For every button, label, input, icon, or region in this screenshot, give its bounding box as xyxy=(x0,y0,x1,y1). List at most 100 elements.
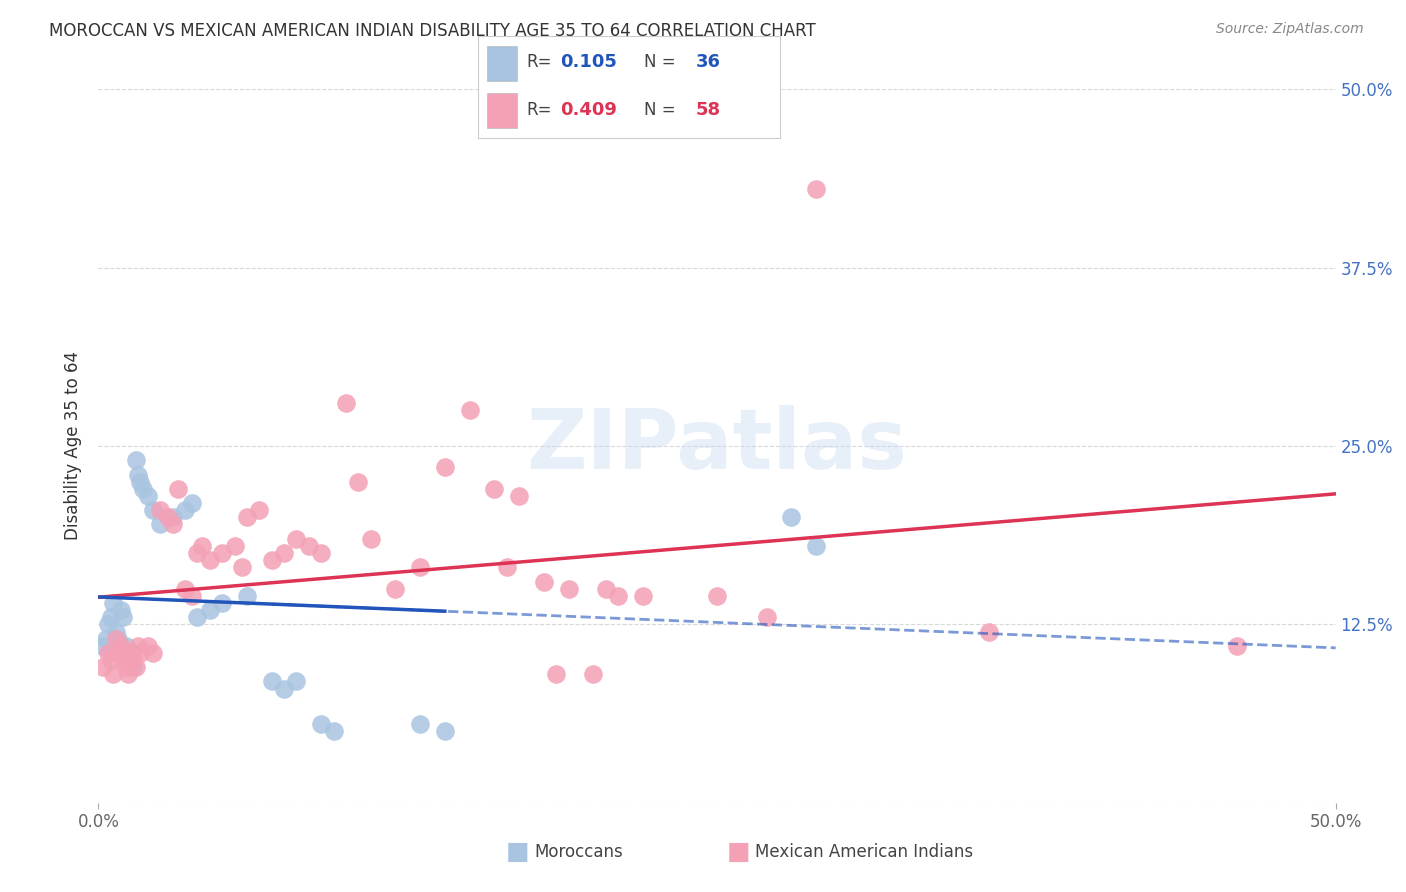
Text: R=: R= xyxy=(526,101,553,119)
Text: N =: N = xyxy=(644,54,676,71)
Point xyxy=(104,632,127,646)
Point xyxy=(247,503,270,517)
Text: Mexican American Indians: Mexican American Indians xyxy=(755,843,973,861)
Point xyxy=(149,517,172,532)
Point xyxy=(231,560,253,574)
Point xyxy=(533,574,555,589)
Point xyxy=(409,560,432,574)
Point xyxy=(755,610,778,624)
Point xyxy=(433,460,456,475)
Point xyxy=(112,653,135,667)
Point xyxy=(631,589,654,603)
Point xyxy=(384,582,406,596)
Point xyxy=(114,660,136,674)
Point xyxy=(595,582,617,596)
Point xyxy=(93,660,115,674)
Text: MOROCCAN VS MEXICAN AMERICAN INDIAN DISABILITY AGE 35 TO 64 CORRELATION CHART: MOROCCAN VS MEXICAN AMERICAN INDIAN DISA… xyxy=(49,22,815,40)
Point xyxy=(309,546,332,560)
Text: ZIPatlas: ZIPatlas xyxy=(527,406,907,486)
Point xyxy=(132,482,155,496)
Point xyxy=(114,639,136,653)
Point xyxy=(607,589,630,603)
Point xyxy=(107,632,129,646)
Point xyxy=(97,646,120,660)
Point xyxy=(546,667,568,681)
Point xyxy=(285,674,308,689)
Point xyxy=(186,610,208,624)
Point xyxy=(309,717,332,731)
Point xyxy=(162,510,184,524)
Point xyxy=(162,517,184,532)
Point xyxy=(107,646,129,660)
Text: 36: 36 xyxy=(696,54,721,71)
Point xyxy=(260,553,283,567)
Text: 0.409: 0.409 xyxy=(560,101,617,119)
Point xyxy=(93,639,115,653)
Text: N =: N = xyxy=(644,101,676,119)
Y-axis label: Disability Age 35 to 64: Disability Age 35 to 64 xyxy=(65,351,83,541)
Point xyxy=(117,667,139,681)
Bar xyxy=(486,93,517,128)
Point xyxy=(236,510,259,524)
Text: 0.105: 0.105 xyxy=(560,54,617,71)
Point xyxy=(120,646,142,660)
Text: 58: 58 xyxy=(696,101,721,119)
Point xyxy=(273,546,295,560)
Point xyxy=(117,653,139,667)
Point xyxy=(127,639,149,653)
Point xyxy=(495,560,517,574)
Point xyxy=(127,467,149,482)
Point xyxy=(804,182,827,196)
Point xyxy=(236,589,259,603)
Point xyxy=(198,603,221,617)
Point xyxy=(979,624,1001,639)
Point xyxy=(181,496,204,510)
Text: Source: ZipAtlas.com: Source: ZipAtlas.com xyxy=(1216,22,1364,37)
Point xyxy=(211,596,233,610)
Point xyxy=(181,589,204,603)
Point xyxy=(458,403,481,417)
Point xyxy=(136,639,159,653)
Point xyxy=(104,624,127,639)
Point xyxy=(156,510,179,524)
Point xyxy=(124,660,146,674)
Point xyxy=(149,503,172,517)
Point xyxy=(211,546,233,560)
Point xyxy=(120,646,142,660)
Point xyxy=(100,653,122,667)
Point xyxy=(335,396,357,410)
Point xyxy=(706,589,728,603)
Text: ■: ■ xyxy=(506,840,529,863)
Bar xyxy=(486,45,517,81)
Point xyxy=(347,475,370,489)
Point xyxy=(409,717,432,731)
Point xyxy=(174,582,197,596)
Point xyxy=(1226,639,1249,653)
Point xyxy=(285,532,308,546)
Point xyxy=(198,553,221,567)
Point xyxy=(136,489,159,503)
Point xyxy=(186,546,208,560)
Point xyxy=(484,482,506,496)
Point xyxy=(260,674,283,689)
Point xyxy=(298,539,321,553)
Point xyxy=(804,539,827,553)
Text: R=: R= xyxy=(526,54,553,71)
Point xyxy=(142,503,165,517)
Point xyxy=(142,646,165,660)
Point xyxy=(103,667,125,681)
Point xyxy=(166,482,188,496)
Point xyxy=(322,724,344,739)
Point xyxy=(110,639,132,653)
Point xyxy=(122,660,145,674)
Point xyxy=(94,632,117,646)
Point xyxy=(112,610,135,624)
Point xyxy=(129,646,152,660)
Point xyxy=(508,489,530,503)
Point xyxy=(103,596,125,610)
Point xyxy=(557,582,579,596)
Point xyxy=(582,667,605,681)
Point xyxy=(97,617,120,632)
Point xyxy=(273,681,295,696)
Point xyxy=(129,475,152,489)
